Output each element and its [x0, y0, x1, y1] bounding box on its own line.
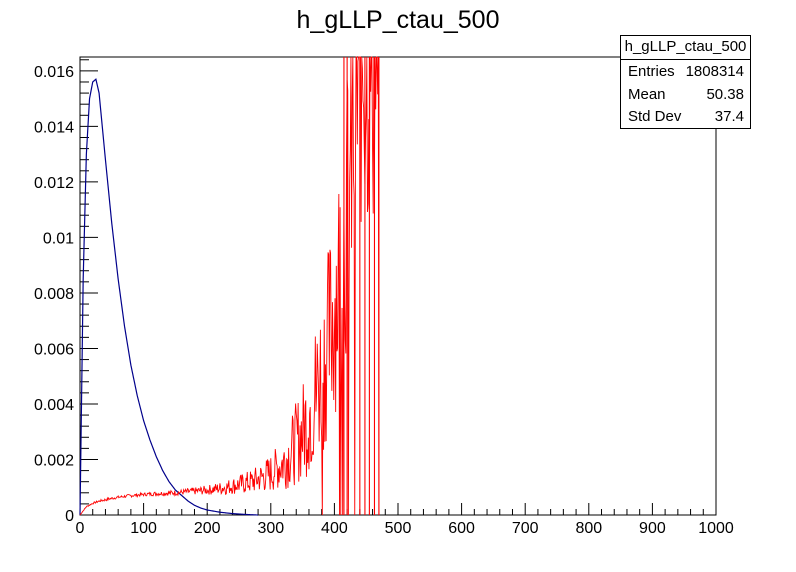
stats-label: Entries — [628, 63, 675, 80]
y-tick-label: 0.01 — [43, 230, 74, 247]
stats-row-stddev: Std Dev 37.4 — [621, 106, 750, 128]
y-tick-label: 0.008 — [34, 286, 74, 303]
series-red-line — [79, 56, 380, 516]
y-tick-label: 0.006 — [34, 341, 74, 358]
y-tick-label: 0.014 — [34, 119, 74, 136]
x-tick-label: 0 — [76, 520, 85, 537]
x-tick-label: 100 — [130, 520, 157, 537]
x-tick-label: 900 — [639, 520, 666, 537]
chart-title: h_gLLP_ctau_500 — [296, 6, 500, 34]
stats-value: 37.4 — [714, 108, 744, 125]
series-blue-line — [79, 78, 259, 516]
y-tick-label: 0.016 — [34, 64, 74, 81]
y-tick-label: 0.002 — [34, 452, 74, 469]
x-tick-label: 400 — [321, 520, 348, 537]
stats-label: Mean — [628, 86, 666, 103]
y-tick-label: 0 — [65, 508, 74, 525]
y-tick-label: 0.012 — [34, 175, 74, 192]
x-tick-label: 700 — [512, 520, 539, 537]
x-tick-label: 500 — [385, 520, 412, 537]
x-tick-label: 800 — [575, 520, 602, 537]
stats-value: 50.38 — [706, 86, 744, 103]
stats-box: h_gLLP_ctau_500 Entries 1808314 Mean 50.… — [620, 35, 751, 129]
stats-value: 1808314 — [685, 63, 744, 80]
x-tick-label: 600 — [448, 520, 475, 537]
x-tick-label: 200 — [194, 520, 221, 537]
y-tick-label: 0.004 — [34, 397, 74, 414]
x-tick-label: 300 — [257, 520, 284, 537]
stats-row-mean: Mean 50.38 — [621, 83, 750, 106]
stats-box-title: h_gLLP_ctau_500 — [621, 36, 750, 60]
stats-label: Std Dev — [628, 108, 682, 125]
x-tick-label: 1000 — [698, 520, 734, 537]
stats-row-entries: Entries 1808314 — [621, 60, 750, 83]
